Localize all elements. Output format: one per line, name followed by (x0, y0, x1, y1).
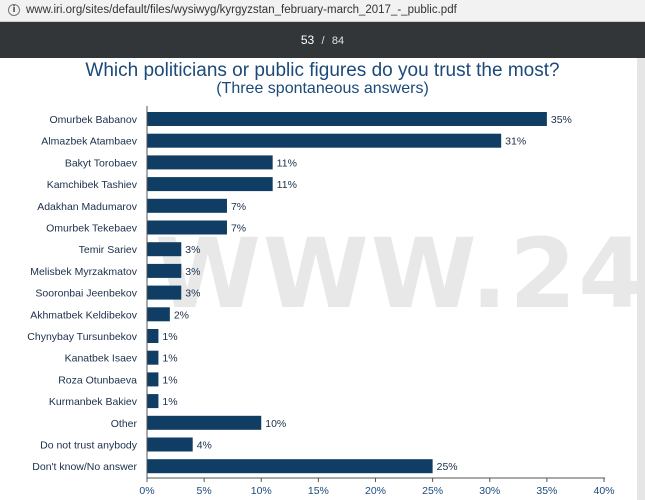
total-pages: 84 (331, 35, 345, 47)
category-label: Omurbek Babanov (49, 114, 137, 126)
x-tick-label: 30% (479, 485, 500, 497)
category-label: Melisbek Myrzakmatov (30, 266, 138, 278)
x-tick-label: 25% (422, 485, 443, 497)
pdf-toolbar: 53 / 84 (0, 22, 645, 58)
value-label: 3% (185, 266, 200, 278)
bar (147, 415, 262, 430)
info-icon[interactable]: i (8, 4, 20, 16)
url-text[interactable]: www.iri.org/sites/default/files/wysiwyg/… (26, 4, 457, 16)
pdf-page: Which politicians or public figures do y… (0, 58, 645, 500)
bar (147, 285, 182, 300)
value-label: 1% (162, 374, 177, 386)
bar (147, 437, 193, 452)
category-label: Bakyt Torobaev (65, 157, 138, 169)
value-label: 10% (265, 418, 286, 430)
category-label: Don't know/No answer (32, 461, 137, 473)
value-label: 35% (551, 114, 572, 126)
watermark: WWW.24.KG (155, 218, 645, 330)
category-label: Almazbek Atambaev (41, 136, 137, 148)
category-label: Temir Sariev (79, 244, 138, 256)
value-label: 7% (231, 201, 246, 213)
bar (147, 263, 182, 278)
category-label: Omurbek Tekebaev (46, 223, 138, 235)
bar (147, 329, 159, 343)
x-tick-label: 35% (536, 485, 557, 497)
x-tick-label: 20% (365, 485, 386, 497)
bar (147, 112, 547, 126)
x-tick-label: 10% (251, 485, 272, 497)
page-indicator: 53 / 84 (0, 33, 645, 47)
bar (147, 220, 227, 235)
bar (147, 155, 273, 170)
value-label: 3% (185, 288, 200, 300)
x-tick-label: 0% (139, 485, 154, 497)
browser-address-bar[interactable]: i www.iri.org/sites/default/files/wysiwy… (0, 0, 645, 22)
chart-title: Which politicians or public figures do y… (85, 60, 560, 81)
category-label: Sooronbai Jeenbekov (35, 288, 137, 300)
value-label: 25% (437, 461, 458, 473)
value-label: 7% (231, 223, 246, 235)
value-label: 4% (197, 440, 212, 452)
bar (147, 133, 502, 148)
value-label: 1% (162, 396, 177, 408)
category-label: Akhmatbek Keldibekov (30, 309, 138, 321)
category-label: Kamchibek Tashiev (47, 179, 138, 191)
category-label: Other (111, 418, 138, 430)
value-label: 31% (505, 136, 526, 148)
bar (147, 372, 159, 387)
value-label: 11% (277, 157, 297, 169)
bar (147, 307, 170, 322)
category-label: Kurmanbek Bakiev (49, 396, 138, 408)
bar (147, 394, 159, 409)
page-separator: / (321, 35, 325, 47)
category-label: Chynybay Tursunbekov (27, 331, 137, 343)
bar (147, 459, 433, 474)
value-label: 2% (174, 309, 189, 321)
chart-subtitle: (Three spontaneous answers) (216, 80, 429, 97)
current-page-number[interactable]: 53 (300, 33, 315, 47)
value-label: 11% (277, 179, 297, 191)
bar (147, 177, 273, 192)
x-tick-label: 15% (308, 485, 329, 497)
scrollbar-track[interactable] (637, 58, 645, 500)
bar (147, 198, 227, 213)
bar-chart: Omurbek Babanov 35% Almazbek Atambaev 31% Ba… (27, 106, 615, 497)
category-label: Kanatbek Isaev (65, 353, 138, 365)
bar (147, 350, 159, 365)
value-label: 1% (162, 353, 177, 365)
category-label: Adakhan Madumarov (37, 201, 138, 213)
bar (147, 242, 182, 257)
category-label: Do not trust anybody (40, 440, 138, 452)
value-label: 1% (162, 331, 177, 343)
category-label: Roza Otunbaeva (58, 374, 137, 386)
value-label: 3% (185, 244, 200, 256)
x-tick-label: 5% (197, 485, 212, 497)
x-tick-label: 40% (593, 485, 614, 497)
